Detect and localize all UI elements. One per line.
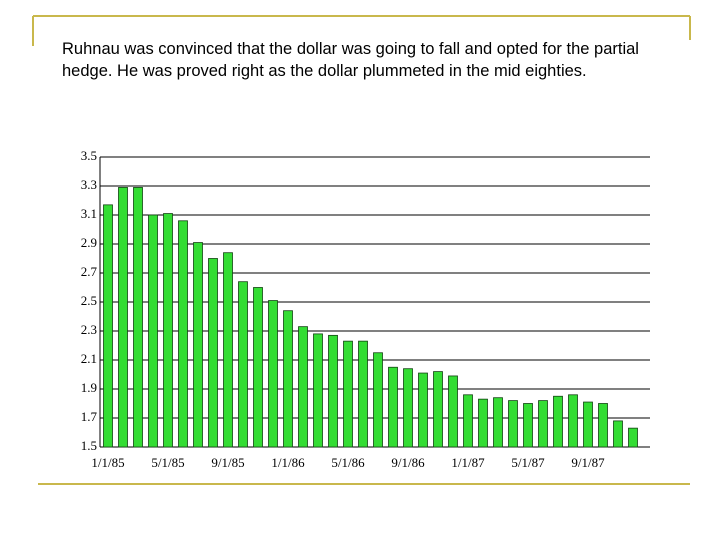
x-tick-label: 1/1/86 <box>271 455 305 470</box>
x-tick-label: 5/1/87 <box>511 455 545 470</box>
bar <box>583 401 593 448</box>
bar <box>163 213 173 448</box>
bar <box>613 420 623 448</box>
bar <box>328 334 338 448</box>
bar <box>448 375 458 448</box>
y-tick-label: 1.9 <box>81 380 97 395</box>
x-tick-label: 5/1/86 <box>331 455 365 470</box>
slide-text: Ruhnau was convinced that the dollar was… <box>62 40 639 80</box>
bar <box>313 333 323 448</box>
y-tick-label: 2.3 <box>81 322 97 337</box>
y-tick-label: 3.1 <box>81 206 97 221</box>
bar <box>478 398 488 448</box>
bar <box>103 204 113 448</box>
y-tick-label: 1.7 <box>81 409 98 424</box>
y-tick-label: 1.5 <box>81 438 97 453</box>
bar <box>568 394 578 448</box>
x-tick-label: 1/1/85 <box>91 455 124 470</box>
y-tick-label: 3.5 <box>81 148 97 163</box>
bar <box>538 400 548 448</box>
bar <box>133 187 143 448</box>
bar <box>238 281 248 448</box>
bar <box>268 300 278 448</box>
y-tick-label: 2.7 <box>81 264 98 279</box>
bar <box>508 400 518 448</box>
bar <box>223 252 233 448</box>
bar <box>493 397 503 448</box>
bar <box>403 368 413 448</box>
y-tick-label: 2.9 <box>81 235 97 250</box>
y-tick-label: 2.5 <box>81 293 97 308</box>
x-tick-label: 5/1/85 <box>151 455 184 470</box>
bar <box>418 372 428 448</box>
y-tick-label: 2.1 <box>81 351 97 366</box>
y-tick-label: 3.3 <box>81 177 97 192</box>
bar <box>388 366 398 448</box>
bar <box>208 258 218 448</box>
x-tick-label: 9/1/85 <box>211 455 244 470</box>
bar <box>253 287 263 448</box>
bar <box>628 427 638 448</box>
bar <box>433 371 443 448</box>
bar <box>598 403 608 448</box>
bar <box>463 394 473 448</box>
bar <box>553 395 563 448</box>
bar <box>358 340 368 448</box>
bar <box>148 214 158 448</box>
bar <box>193 242 203 448</box>
bar <box>298 326 308 448</box>
x-tick-label: 9/1/86 <box>391 455 425 470</box>
bar <box>343 340 353 448</box>
slide-frame <box>32 15 691 485</box>
bar <box>118 187 128 448</box>
x-tick-label: 9/1/87 <box>571 455 605 470</box>
bar <box>283 310 293 448</box>
bar <box>178 220 188 448</box>
bar <box>373 352 383 448</box>
bar <box>523 403 533 448</box>
x-tick-label: 1/1/87 <box>451 455 485 470</box>
